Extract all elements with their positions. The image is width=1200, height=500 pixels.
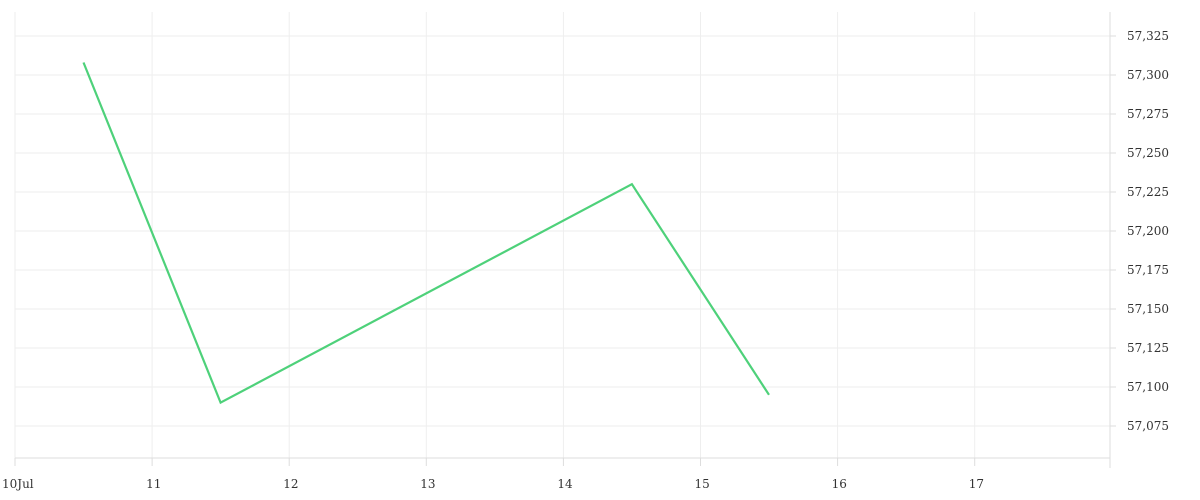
y-tick-label: 57,100 [1127,380,1169,394]
x-tick-label: 17 [969,477,984,491]
x-tick-label: 15 [695,477,710,491]
y-tick-label: 57,175 [1127,263,1169,277]
y-tick-label: 57,125 [1127,341,1169,355]
x-tick-label: 12 [283,477,298,491]
x-tick-label: 14 [557,477,573,491]
y-gridlines [15,35,1110,427]
y-tick-label: 57,300 [1127,68,1169,82]
y-tick-label: 57,200 [1127,224,1169,238]
series-line [82,62,770,405]
y-tick-label: 57,150 [1127,302,1169,316]
y-axis-ticks: 57,075 57,100 57,125 57,150 57,175 57,200 57,2… [1110,29,1169,433]
y-tick-label: 57,325 [1127,29,1169,43]
y-tick-label: 57,225 [1127,185,1169,199]
y-tick-label: 57,075 [1127,419,1169,433]
series-group [82,62,770,405]
x-tick-label: 11 [146,477,161,491]
y-tick-label: 57,250 [1127,146,1169,160]
x-tick-label: 13 [420,477,435,491]
x-tick-label: 16 [832,477,847,491]
y-tick-label: 57,275 [1127,107,1169,121]
x-axis-ticks: 10Jul 11 12 13 14 15 16 17 [2,458,984,491]
x-gridlines [14,12,976,458]
x-tick-label: 10Jul [2,477,34,491]
